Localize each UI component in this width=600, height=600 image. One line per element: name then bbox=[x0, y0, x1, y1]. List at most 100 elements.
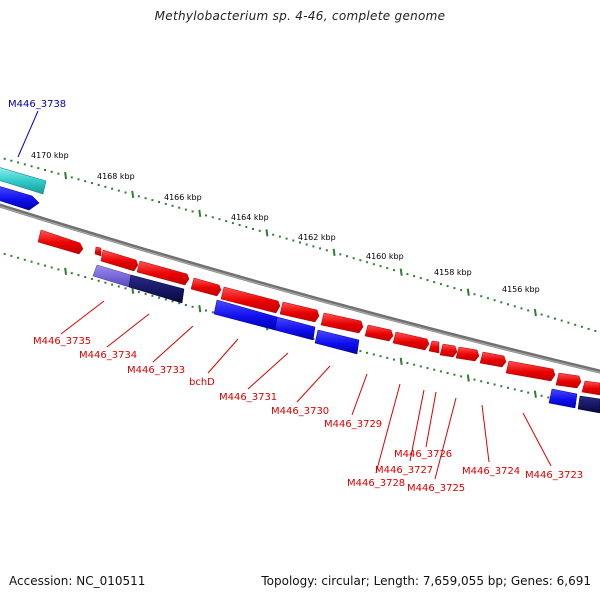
gene-left-red-1[interactable] bbox=[37, 229, 84, 255]
outer-ring-minor-tick bbox=[137, 195, 140, 198]
outer-ring-minor-tick bbox=[70, 176, 73, 179]
outer-ring-major-tick bbox=[198, 209, 202, 218]
outer-ring-minor-tick bbox=[372, 263, 375, 266]
outer-ring-minor-tick bbox=[104, 185, 107, 188]
inner-ring-minor-tick bbox=[111, 283, 114, 286]
gene-dark-navy[interactable] bbox=[128, 274, 185, 304]
gene-red-14[interactable] bbox=[505, 360, 556, 382]
gene-red-5[interactable] bbox=[220, 286, 281, 314]
gene-blue-3731[interactable] bbox=[274, 316, 316, 341]
outer-ring-minor-tick bbox=[50, 170, 53, 173]
outer-ring-minor-tick bbox=[184, 208, 187, 211]
outer-ring-minor-tick bbox=[178, 206, 181, 209]
outer-ring-minor-tick bbox=[225, 220, 228, 223]
gene-blue-right[interactable] bbox=[548, 388, 578, 409]
outer-ring-minor-tick bbox=[513, 305, 516, 308]
outer-ring-minor-tick bbox=[580, 325, 583, 328]
inner-ring-major-tick bbox=[533, 390, 537, 398]
gene-label-M446_3730[interactable]: M446_3730 bbox=[271, 406, 329, 417]
inner-ring-minor-tick bbox=[158, 296, 161, 299]
outer-ring-minor-tick bbox=[245, 225, 248, 228]
inner-ring-minor-tick bbox=[184, 304, 187, 306]
outer-ring-minor-tick bbox=[594, 329, 597, 332]
outer-ring-minor-tick bbox=[10, 159, 13, 162]
scale-label-4158: 4158 kbp bbox=[434, 268, 472, 277]
gene-red-4[interactable] bbox=[190, 277, 222, 297]
outer-ring-minor-tick bbox=[164, 202, 167, 205]
outer-ring-minor-tick bbox=[111, 187, 114, 190]
inner-ring-minor-tick bbox=[406, 362, 409, 364]
gene-label-M446_3724[interactable]: M446_3724 bbox=[462, 466, 520, 477]
gene-label-M446_3727[interactable]: M446_3727 bbox=[375, 465, 433, 476]
inner-ring-minor-tick bbox=[359, 350, 362, 353]
gene-label-bchD[interactable]: bchD bbox=[189, 377, 215, 388]
gene-label-M446_3738[interactable]: M446_3738 bbox=[8, 99, 66, 110]
inner-ring-minor-tick bbox=[144, 292, 147, 295]
inner-ring-minor-tick bbox=[372, 353, 375, 356]
gene-red-11[interactable] bbox=[439, 343, 458, 358]
gene-red-12[interactable] bbox=[455, 346, 480, 362]
inner-ring-minor-tick bbox=[137, 291, 140, 294]
outer-ring-minor-tick bbox=[258, 229, 261, 232]
gene-label-M446_3726[interactable]: M446_3726 bbox=[394, 449, 452, 460]
gene-label-M446_3734[interactable]: M446_3734 bbox=[79, 350, 137, 361]
outer-ring-minor-tick bbox=[319, 247, 322, 250]
gene-label-M446_3725[interactable]: M446_3725 bbox=[407, 483, 465, 494]
inner-ring-minor-tick bbox=[191, 305, 194, 308]
gene-track-forward bbox=[37, 229, 600, 396]
outer-ring-minor-tick bbox=[493, 299, 496, 302]
outer-ring-minor-tick bbox=[84, 180, 87, 183]
gene-label-M446_3728[interactable]: M446_3728 bbox=[347, 478, 405, 489]
gene-dark-right[interactable] bbox=[577, 395, 600, 414]
outer-ring-minor-tick bbox=[124, 191, 127, 194]
inner-ring-major-tick bbox=[466, 374, 470, 382]
inner-ring-minor-tick bbox=[171, 300, 174, 303]
outer-ring-minor-tick bbox=[151, 199, 154, 202]
inner-ring-minor-tick bbox=[205, 309, 207, 312]
outer-ring-minor-tick bbox=[238, 224, 241, 226]
inner-ring-minor-tick bbox=[104, 281, 107, 284]
gene-red-2[interactable] bbox=[100, 249, 139, 272]
outer-ring-minor-tick bbox=[433, 281, 436, 284]
outer-ring-major-tick bbox=[533, 308, 537, 317]
outer-ring-minor-tick bbox=[366, 261, 369, 264]
gene-label-M446_3731[interactable]: M446_3731 bbox=[219, 392, 277, 403]
outer-ring-minor-tick bbox=[413, 275, 416, 278]
gene-red-9[interactable] bbox=[392, 331, 430, 351]
gene-label-M446_3729[interactable]: M446_3729 bbox=[324, 419, 382, 430]
gene-red-15[interactable] bbox=[555, 372, 582, 389]
outer-ring-minor-tick bbox=[567, 321, 570, 324]
gene-label-M446_3733[interactable]: M446_3733 bbox=[127, 365, 185, 376]
outer-ring-minor-tick bbox=[30, 165, 33, 168]
gene-red-10[interactable] bbox=[428, 340, 440, 354]
gene-red-16[interactable] bbox=[581, 380, 600, 396]
outer-ring-minor-tick bbox=[560, 319, 563, 322]
gene-red-8[interactable] bbox=[364, 324, 394, 342]
inner-ring-minor-tick bbox=[379, 355, 382, 358]
gene-blue-3730[interactable] bbox=[314, 329, 360, 355]
inner-ring-major-tick bbox=[198, 305, 202, 313]
scale-label-4164: 4164 kbp bbox=[231, 213, 269, 222]
scale-label-4156: 4156 kbp bbox=[502, 285, 540, 294]
gene-small-red-1[interactable] bbox=[94, 246, 102, 257]
gene-red-3[interactable] bbox=[136, 260, 190, 286]
inner-ring-minor-tick bbox=[23, 258, 26, 261]
outer-ring-minor-tick bbox=[527, 309, 530, 312]
gene-red-6[interactable] bbox=[279, 301, 320, 323]
gene-red-7[interactable] bbox=[320, 312, 364, 334]
gene-label-M446_3735[interactable]: M446_3735 bbox=[33, 336, 91, 347]
outer-ring-minor-tick bbox=[507, 303, 509, 306]
gene-blue-left[interactable] bbox=[0, 186, 40, 211]
outer-ring-minor-tick bbox=[419, 277, 422, 280]
outer-ring-minor-tick bbox=[386, 267, 389, 270]
inner-ring-minor-tick bbox=[124, 287, 127, 290]
gene-M446_3738[interactable] bbox=[0, 167, 47, 195]
outer-ring-major-tick bbox=[466, 288, 470, 296]
inner-ring-minor-tick bbox=[520, 390, 523, 392]
inner-ring-minor-tick bbox=[164, 298, 167, 301]
gene-red-13[interactable] bbox=[479, 351, 507, 368]
outer-ring-minor-tick bbox=[144, 197, 147, 200]
outer-ring-minor-tick bbox=[3, 157, 6, 160]
gene-label-M446_3723[interactable]: M446_3723 bbox=[525, 470, 583, 481]
